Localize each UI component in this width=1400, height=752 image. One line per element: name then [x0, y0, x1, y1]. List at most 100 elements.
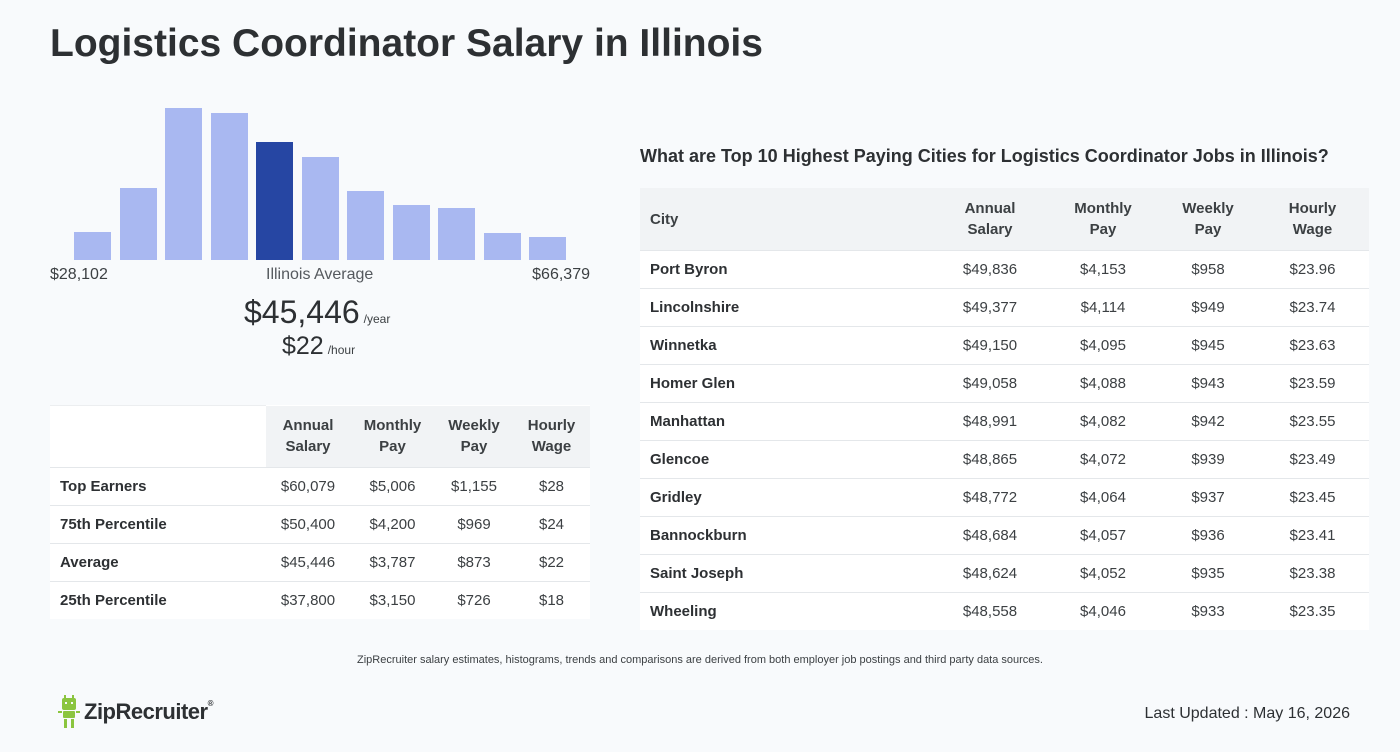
city-name: Wheeling: [640, 592, 934, 630]
cell-weekly: $935: [1160, 554, 1256, 593]
cell-annual: $49,058: [934, 364, 1046, 403]
cities-table: City Annual Salary Monthly Pay Weekly Pay H…: [640, 188, 1369, 630]
city-name: Winnetka: [640, 326, 934, 365]
header-line: Pay: [1194, 221, 1222, 238]
table-row: 75th Percentile $50,400 $4,200 $969 $24: [50, 505, 590, 544]
city-name: Glencoe: [640, 440, 934, 479]
histogram-bar-average: [256, 142, 293, 260]
cell-weekly: $942: [1160, 402, 1256, 441]
cities-heading: What are Top 10 Highest Paying Cities fo…: [640, 146, 1329, 166]
cell-annual: $48,624: [934, 554, 1046, 593]
cell-annual: $50,400: [266, 505, 350, 544]
cell-weekly: $945: [1160, 326, 1256, 365]
cell-hourly: $23.49: [1256, 440, 1369, 479]
average-yearly: $45,446/year: [244, 294, 390, 331]
cell-monthly: $4,082: [1046, 402, 1160, 441]
cell-hourly: $23.45: [1256, 478, 1369, 517]
logo-wordmark: ZipRecruiter: [84, 699, 208, 724]
cell-monthly: $4,095: [1046, 326, 1160, 365]
table-row: Bannockburn $48,684 $4,057 $936 $23.41: [640, 516, 1369, 555]
cell-weekly: $958: [1160, 250, 1256, 289]
cell-hourly: $24: [513, 505, 590, 544]
ziprecruiter-logo[interactable]: ZipRecruiter®: [58, 695, 214, 729]
table-row: Top Earners $60,079 $5,006 $1,155 $28: [50, 467, 590, 506]
average-hourly-value: $22: [282, 332, 324, 360]
header-line: Hourly: [1288, 200, 1337, 217]
cell-hourly: $28: [513, 467, 590, 506]
average-label: Illinois Average: [266, 266, 374, 283]
cell-annual: $37,800: [266, 581, 350, 619]
row-label: 25th Percentile: [50, 581, 266, 619]
cell-weekly: $949: [1160, 288, 1256, 327]
percentile-header-row: Annual Salary Monthly Pay Weekly Pay Hourly…: [50, 405, 590, 468]
cell-weekly: $943: [1160, 364, 1256, 403]
header-line: Wage: [1292, 221, 1333, 238]
city-name: Manhattan: [640, 402, 934, 441]
cell-hourly: $23.55: [1256, 402, 1369, 441]
histogram-bar: [529, 237, 566, 260]
histogram-bar: [74, 232, 111, 260]
col-header-weekly: Weekly Pay: [1160, 188, 1256, 251]
cell-annual: $60,079: [266, 467, 350, 506]
cities-header-row: City Annual Salary Monthly Pay Weekly Pay H…: [640, 188, 1369, 251]
page-title: Logistics Coordinator Salary in Illinois: [50, 22, 763, 65]
cell-annual: $49,377: [934, 288, 1046, 327]
average-yearly-unit: /year: [363, 312, 391, 326]
cell-weekly: $969: [435, 505, 513, 544]
cell-hourly: $23.35: [1256, 592, 1369, 630]
histogram-bar: [210, 113, 248, 260]
header-line: Weekly: [448, 417, 500, 435]
city-name: Saint Joseph: [640, 554, 934, 593]
table-row: Lincolnshire $49,377 $4,114 $949 $23.74: [640, 288, 1369, 327]
salary-histogram: [70, 100, 570, 260]
col-header-city: City: [640, 188, 934, 251]
col-header-hourly: Hourly Wage: [1256, 188, 1369, 251]
average-hourly-unit: /hour: [327, 343, 356, 357]
cell-annual: $49,836: [934, 250, 1046, 289]
cell-hourly: $22: [513, 543, 590, 582]
cell-monthly: $5,006: [350, 467, 435, 506]
col-header-annual: Annual Salary: [266, 405, 350, 468]
histogram-bar: [392, 205, 430, 260]
table-row: Saint Joseph $48,624 $4,052 $935 $23.38: [640, 554, 1369, 593]
city-name: Homer Glen: [640, 364, 934, 403]
percentile-header-blank: [50, 405, 266, 468]
cell-weekly: $933: [1160, 592, 1256, 630]
cell-annual: $48,991: [934, 402, 1046, 441]
cell-annual: $48,684: [934, 516, 1046, 555]
table-row: Average $45,446 $3,787 $873 $22: [50, 543, 590, 582]
histogram-bar: [301, 157, 339, 260]
table-row: Manhattan $48,991 $4,082 $942 $23.55: [640, 402, 1369, 441]
disclaimer: ZipRecruiter salary estimates, histogram…: [357, 654, 1043, 666]
cell-monthly: $4,057: [1046, 516, 1160, 555]
header-line: Pay: [1089, 221, 1117, 238]
table-row: Wheeling $48,558 $4,046 $933 $23.35: [640, 592, 1369, 630]
cell-monthly: $4,052: [1046, 554, 1160, 593]
histogram-bar: [483, 233, 521, 260]
row-label: Average: [50, 543, 266, 582]
cell-monthly: $4,046: [1046, 592, 1160, 630]
col-header-annual: Annual Salary: [934, 188, 1046, 251]
table-row: Homer Glen $49,058 $4,088 $943 $23.59: [640, 364, 1369, 403]
city-name: Port Byron: [640, 250, 934, 289]
last-updated: Last Updated : May 16, 2026: [1144, 705, 1350, 722]
table-row: Port Byron $49,836 $4,153 $958 $23.96: [640, 250, 1369, 289]
row-label: Top Earners: [50, 467, 266, 506]
cell-weekly: $936: [1160, 516, 1256, 555]
cell-weekly: $1,155: [435, 467, 513, 506]
range-max: $66,379: [532, 266, 590, 283]
range-min: $28,102: [50, 266, 108, 283]
cell-hourly: $23.96: [1256, 250, 1369, 289]
header-line: Salary: [285, 438, 331, 456]
city-name: Gridley: [640, 478, 934, 517]
cell-annual: $49,150: [934, 326, 1046, 365]
cell-weekly: $937: [1160, 478, 1256, 517]
cell-monthly: $4,153: [1046, 250, 1160, 289]
cell-monthly: $4,072: [1046, 440, 1160, 479]
cell-hourly: $23.74: [1256, 288, 1369, 327]
cell-monthly: $4,200: [350, 505, 435, 544]
cell-monthly: $4,064: [1046, 478, 1160, 517]
col-header-hourly: Hourly Wage: [513, 405, 590, 468]
cell-weekly: $873: [435, 543, 513, 582]
header-line: Monthly: [363, 417, 422, 435]
